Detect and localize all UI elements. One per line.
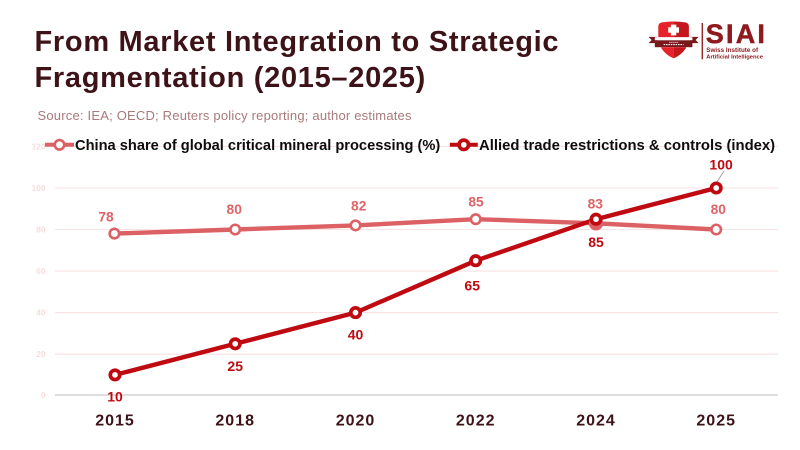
svg-text:40: 40 [348,327,364,343]
svg-text:Swiss Institute of: Swiss Institute of [706,47,759,54]
svg-text:40: 40 [36,308,46,318]
svg-text:80: 80 [36,225,46,235]
svg-text:2025: 2025 [696,413,736,430]
svg-text:85: 85 [468,195,484,210]
svg-text:China share of global critical: China share of global critical mineral p… [75,138,440,154]
svg-text:80: 80 [711,202,727,217]
svg-text:120: 120 [32,142,46,152]
svg-text:0: 0 [41,390,46,400]
svg-text:10: 10 [107,389,123,405]
svg-text:Allied trade restrictions & co: Allied trade restrictions & controls (in… [479,138,775,154]
svg-text:60: 60 [36,266,46,276]
svg-text:65: 65 [464,277,480,293]
svg-text:2022: 2022 [456,413,496,430]
svg-text:25: 25 [227,358,243,374]
svg-text:78: 78 [98,209,114,224]
svg-text:Artificial Intelligence: Artificial Intelligence [706,55,763,61]
svg-text:100: 100 [32,183,46,193]
svg-text:83: 83 [588,197,604,212]
svg-text:100: 100 [709,156,733,172]
svg-text:85: 85 [588,234,604,250]
svg-text:2020: 2020 [336,413,376,430]
svg-text:20: 20 [36,349,46,359]
svg-text:80: 80 [227,202,243,217]
svg-text:2024: 2024 [576,413,616,430]
svg-text:2015: 2015 [95,413,135,430]
svg-text:SIAI: SIAI [706,19,767,49]
svg-text:2018: 2018 [215,413,255,430]
svg-text:82: 82 [351,198,367,213]
